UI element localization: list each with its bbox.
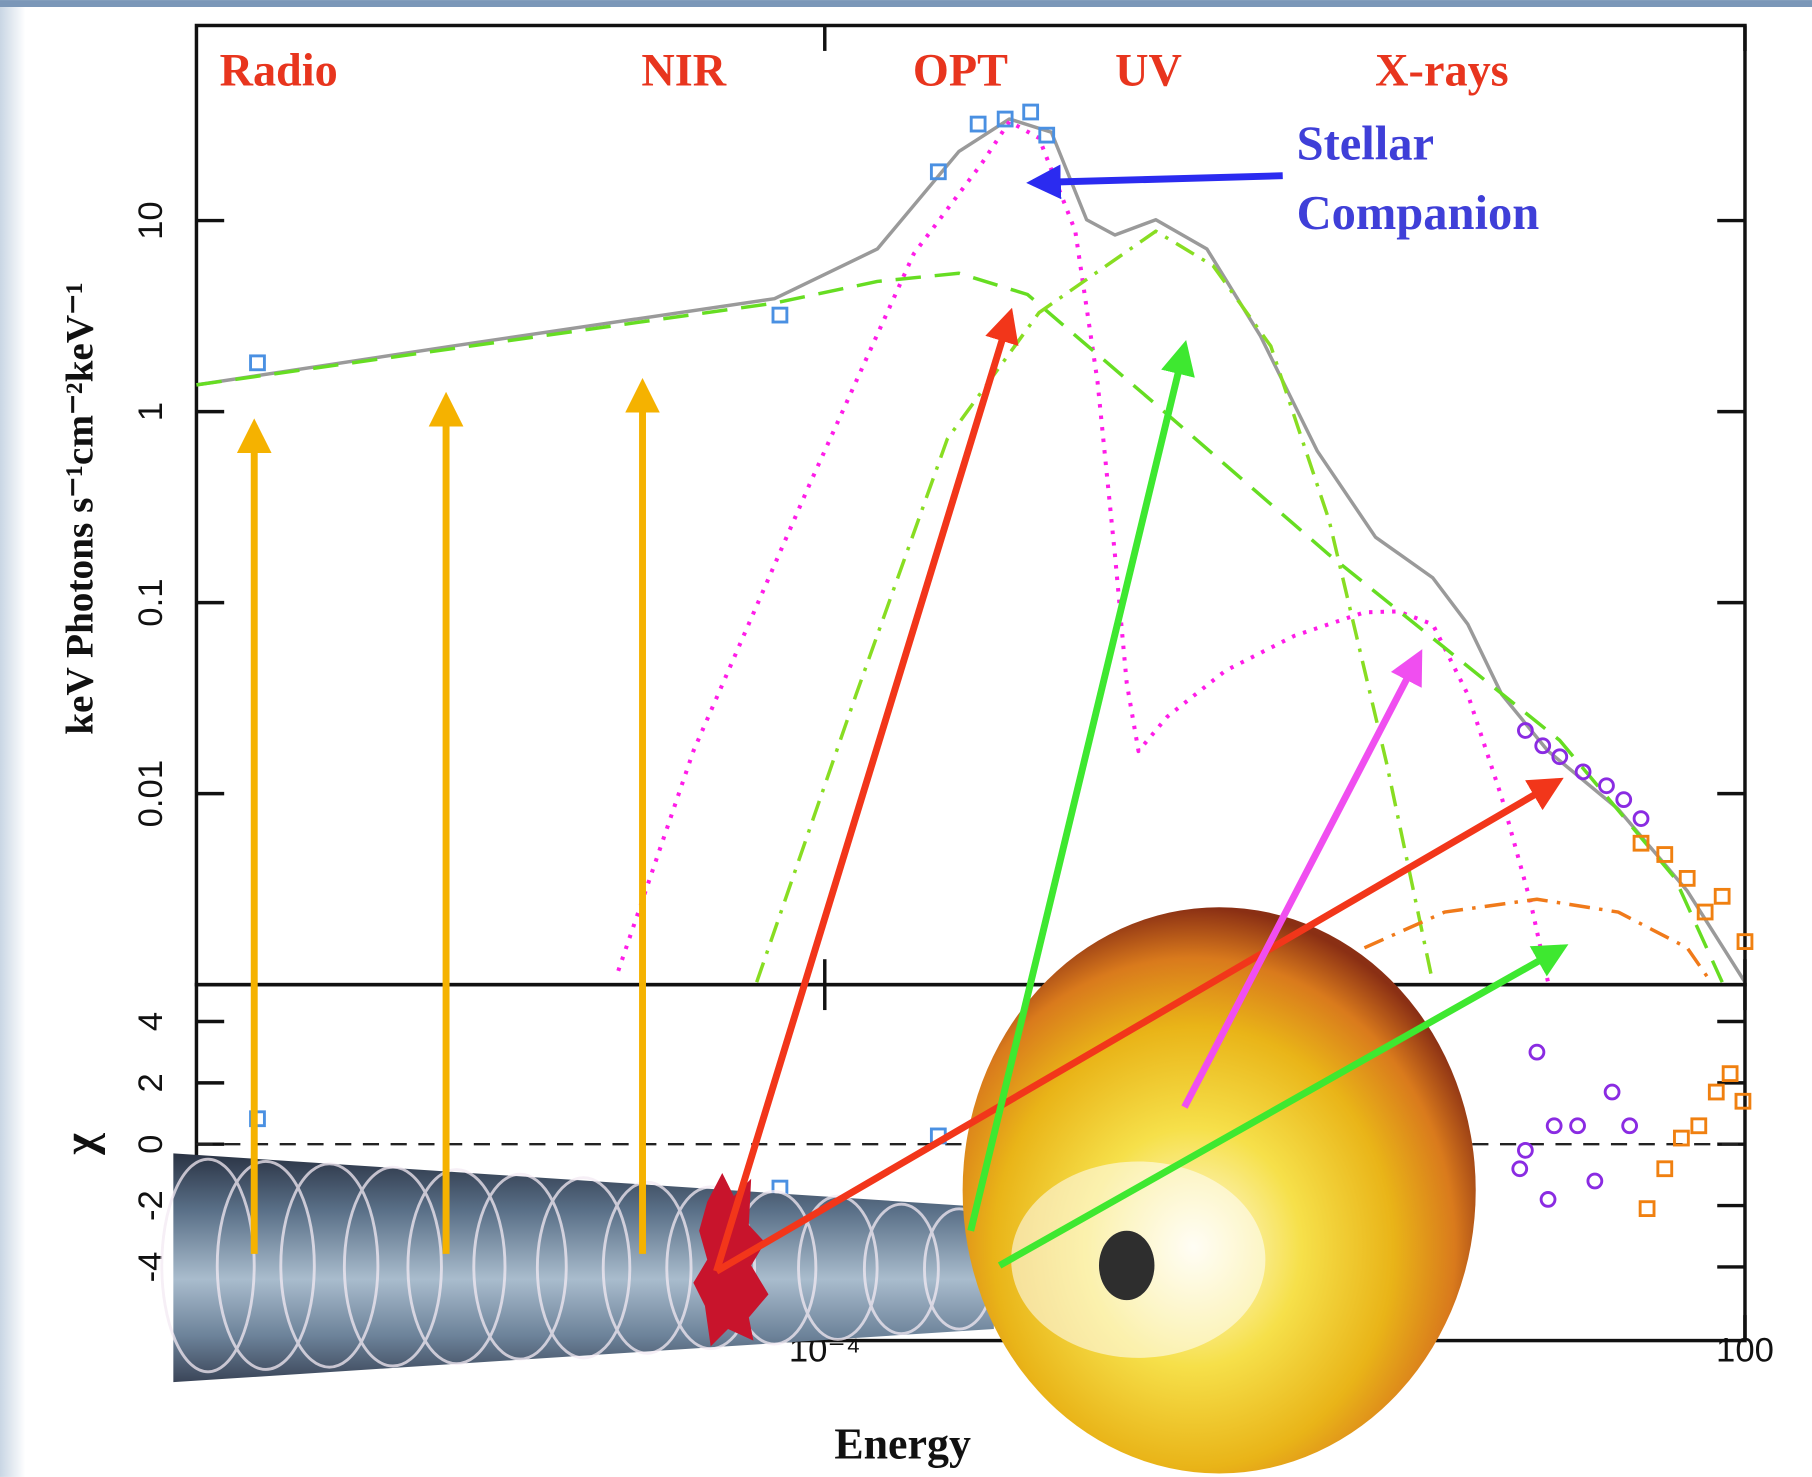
page: {"chart_data": [ {"type": "sed", "y_labe… xyxy=(0,0,1812,1477)
y-tick-label: 0.01 xyxy=(132,760,170,827)
y-tick-label: 2 xyxy=(132,1073,170,1092)
band-label: Radio xyxy=(220,45,338,96)
band-label: NIR xyxy=(641,45,726,96)
y-tick-label: 0.1 xyxy=(132,579,170,627)
slide-top-border xyxy=(0,0,1812,7)
band-label: OPT xyxy=(913,45,1008,96)
x-tick-label: 100 xyxy=(1716,1331,1774,1369)
figure: keV Photons s⁻¹cm⁻²keV⁻¹ Stellar Compani… xyxy=(0,0,1812,1477)
black-hole xyxy=(1099,1231,1154,1300)
band-label: X-rays xyxy=(1375,45,1509,96)
y-tick-label: 10 xyxy=(132,201,170,240)
y-tick-label: -2 xyxy=(132,1190,170,1221)
annotation: Companion xyxy=(1297,187,1540,240)
y-tick-label: -4 xyxy=(132,1252,170,1283)
y-axis-label: χ xyxy=(54,1133,105,1156)
y-axis-label: keV Photons s⁻¹cm⁻²keV⁻¹ xyxy=(58,282,101,735)
band-label: UV xyxy=(1115,45,1182,96)
slide-edge xyxy=(0,0,25,1477)
x-axis-label: Energy xyxy=(834,1420,971,1468)
y-tick-label: 1 xyxy=(132,402,170,421)
y-tick-label: 0 xyxy=(132,1135,170,1154)
annotation: Stellar xyxy=(1297,118,1434,171)
y-tick-label: 4 xyxy=(132,1012,170,1031)
